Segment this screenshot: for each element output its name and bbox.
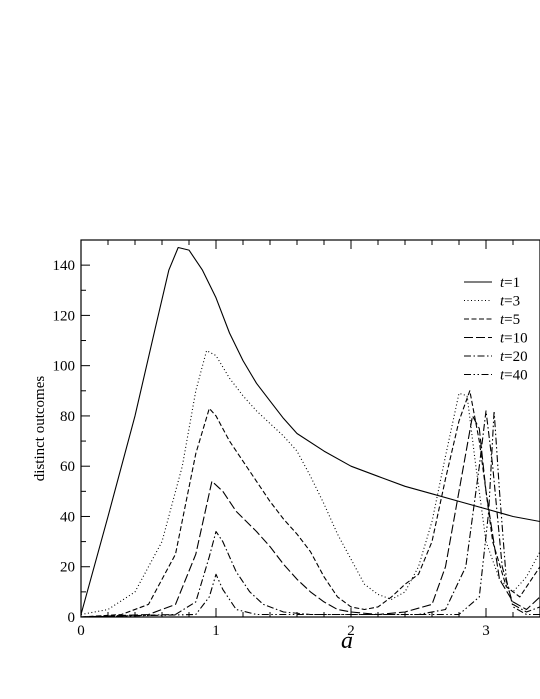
y-tick-label: 120	[53, 308, 76, 324]
y-tick-label: 100	[53, 359, 76, 375]
ticks-layer: 0 1 2 3 0 20 40 60 80 100 120 140	[53, 240, 514, 639]
series-layer	[80, 246, 540, 618]
legend-label-3: t=5	[500, 312, 520, 328]
legend-label-2: t=3	[500, 294, 520, 310]
x-tick-label: 0	[77, 623, 85, 639]
y-tick-label: 80	[60, 409, 75, 425]
series-line-6	[80, 410, 540, 618]
y-axis-title: distinct outcomes	[32, 376, 48, 482]
legend-label-6: t=40	[500, 368, 528, 384]
legend-label-1: t=1	[500, 275, 520, 291]
legend-label-4: t=10	[500, 331, 528, 347]
y-tick-label: 20	[60, 560, 75, 576]
x-tick-label: 2	[347, 623, 355, 639]
x-tick-label: 1	[212, 623, 220, 639]
series-line-3	[80, 390, 540, 618]
legend: t=1 t=3 t=5 t=10 t=20 t=40	[464, 275, 528, 384]
series-line-1	[80, 246, 540, 615]
x-axis-title: a	[341, 628, 353, 654]
series-line-2	[80, 350, 540, 616]
series-line-4	[80, 415, 540, 618]
plot-frame	[80, 239, 540, 618]
x-tick-label: 3	[482, 623, 490, 639]
y-tick-label: 140	[53, 258, 76, 274]
y-tick-label: 60	[60, 459, 75, 475]
legend-label-5: t=20	[500, 349, 528, 365]
y-tick-label: 0	[68, 610, 76, 626]
y-tick-label: 40	[60, 509, 75, 525]
